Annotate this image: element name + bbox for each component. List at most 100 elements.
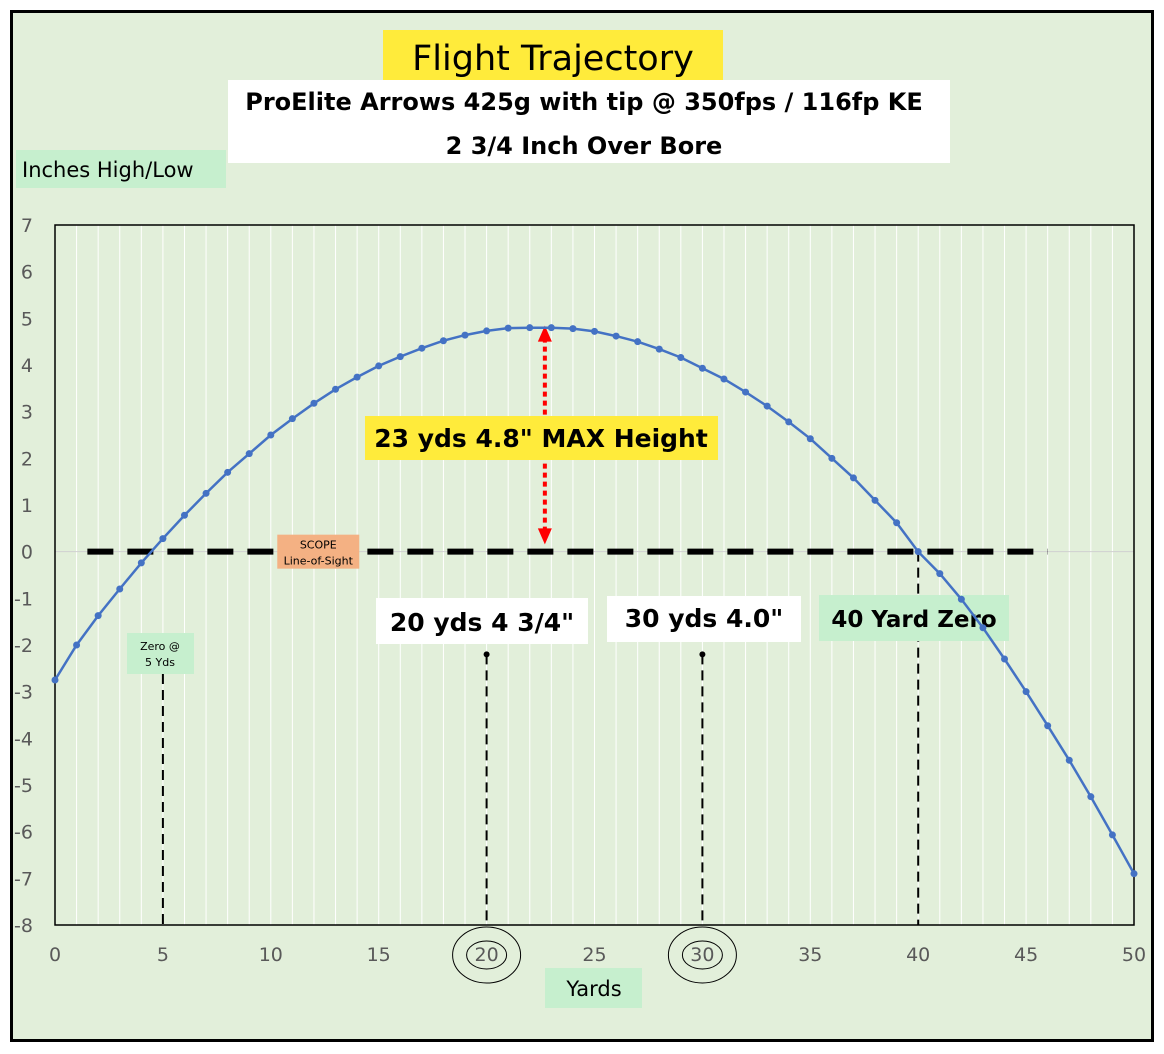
x-tick-label: 25 [582,944,606,966]
trajectory-point [1130,870,1138,878]
trajectory-point [202,489,210,497]
title-highlight [383,30,723,80]
trajectory-point [1022,688,1030,696]
trajectory-point [73,641,81,649]
trajectory-point [1001,655,1009,663]
trajectory-point [806,435,814,443]
annot-dot [483,651,490,658]
trajectory-point [418,344,426,352]
trajectory-point [332,385,340,393]
annot-20-box [376,598,588,644]
trajectory-point [224,468,232,476]
x-tick-label: 30 [690,944,714,966]
trajectory-point [1108,831,1116,839]
annot-30-box [607,596,801,642]
subtitle-box [228,80,950,163]
trajectory-point [591,327,598,335]
scope-label-box [277,534,360,569]
trajectory-point [1065,756,1073,764]
chart-title: Flight Trajectory [412,39,694,79]
trajectory-points [51,324,1138,878]
tick-circle-inner [681,940,723,970]
trajectory-point [51,676,59,684]
max-height-label-box [365,416,718,460]
trajectory-point [569,325,577,333]
trajectory-point [526,324,534,332]
zero-label-line1: Zero @ [140,640,180,653]
y-tick-label: -3 [14,682,33,704]
trajectory-point [245,450,253,458]
x-tick-label: 0 [49,944,61,966]
annot-20-label: 20 yds 4 3/4" [390,608,574,637]
trajectory-point [461,331,469,339]
annot-40-box [819,595,1009,641]
trajectory-point [957,595,965,603]
y-tick-label: -7 [14,868,33,890]
trajectory-point [547,324,555,332]
trajectory-point [785,418,793,426]
trajectory-point [353,373,361,381]
trajectory-point [310,399,318,407]
y-tick-label: -4 [14,728,33,750]
max-height-label: 23 yds 4.8" MAX Height [374,424,708,453]
plot-border [54,224,1135,926]
trajectory-point [1087,793,1095,801]
x-tick-label: 20 [475,944,499,966]
x-tick-label: 15 [367,944,391,966]
y-tick-label: -1 [14,588,33,610]
trajectory-point [116,585,124,593]
trajectory-point [267,431,275,439]
x-axis-ticks: 0 5 10 15 20 25 30 35 40 45 50 [49,926,1146,984]
y-axis-ticks: 7 6 5 4 3 2 1 0 -1 -2 -3 -4 -5 -6 -7 -8 [14,215,33,937]
annot-40-label: 40 Yard Zero [831,607,996,633]
y-tick-label: 6 [21,262,33,284]
trajectory-point [742,388,750,396]
trajectory-point [634,338,642,346]
trajectory-point [677,354,685,362]
x-tick-label: 5 [157,944,169,966]
trajectory-point [159,535,167,543]
zero-label-line2: 5 Yds [145,656,175,669]
x-axis-label: Yards [565,977,621,1001]
trajectory-point [288,415,296,423]
trajectory-point [893,519,901,527]
x-tick-label: 35 [798,944,822,966]
x-tick-label: 40 [906,944,930,966]
y-tick-label: 2 [21,448,33,470]
scope-label-line2: Line-of-Sight [284,555,354,568]
trajectory-point [655,345,663,353]
y-tick-label: 0 [21,542,33,564]
xlabel-box [545,968,642,1008]
y-tick-label: -6 [14,822,33,844]
trajectory-point [698,364,706,372]
trajectory-point [1044,722,1052,730]
y-tick-label: 3 [21,402,33,424]
chart-subtitle-line2: 2 3/4 Inch Over Bore [446,132,723,160]
trajectory-point [439,337,447,345]
trajectory-point [914,548,922,556]
y-tick-label: -5 [14,775,33,797]
max-height-arrowhead-top [537,325,552,342]
y-tick-label: 1 [21,495,33,517]
tick-circle-outer [667,926,737,984]
trajectory-point [763,402,771,410]
trajectory-point [396,353,404,361]
trajectory-point [612,332,620,340]
grid [55,225,1134,925]
trajectory-point [720,375,728,383]
y-axis-label: Inches High/Low [22,158,194,182]
trajectory-point [375,362,383,370]
y-tick-label: 5 [21,308,33,330]
y-tick-label: 7 [21,215,33,237]
trajectory-point [936,570,944,578]
trajectory-point [828,454,836,462]
chart-subtitle-line1: ProElite Arrows 425g with tip @ 350fps /… [245,88,923,116]
y-tick-label: -2 [14,635,33,657]
y-tick-label: 4 [21,355,33,377]
trajectory-point [94,612,102,620]
trajectory-point [849,474,857,482]
scope-label-line1: SCOPE [300,539,337,552]
max-height-arrowhead-bottom [537,528,552,545]
x-tick-label: 45 [1014,944,1038,966]
